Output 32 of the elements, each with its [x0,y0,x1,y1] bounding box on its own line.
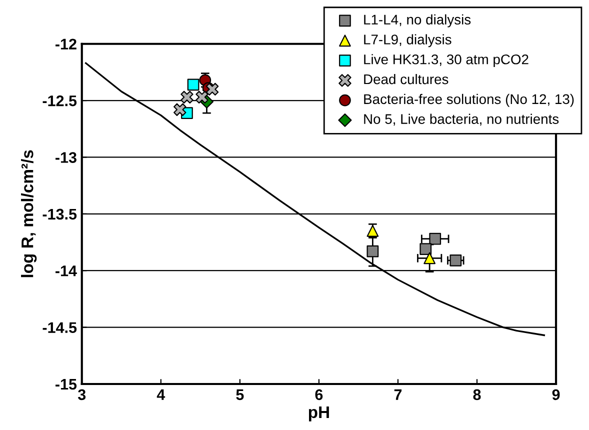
x-tick-label: 8 [473,389,481,400]
point [450,254,462,266]
legend-label: L1-L4, no dialysis [364,14,471,28]
point [424,252,436,264]
x-tick-label: 3 [78,389,86,400]
point [187,78,200,91]
point [366,245,379,258]
legend-label: Dead cultures [364,74,448,84]
y-tick-label: -14.5 [42,322,77,333]
point [420,243,432,256]
x-tick-label: 4 [156,389,166,400]
x-tick-label: 5 [236,389,244,400]
x-tick-label: 6 [315,389,323,400]
point [429,232,442,245]
y-tick-label: -15 [56,379,77,390]
legend-label: Live HK31.3, 30 atm pCO2 [364,54,528,68]
legend-label: L7-L9, dialysis [364,34,452,48]
legend-label: No 5, Live bacteria, no nutrients [364,114,559,126]
y-tick-label: -14 [56,266,77,276]
legend-label: Bacteria-free solutions (No 12, 13) [364,94,574,107]
y-tick-label: -12 [56,38,76,50]
point [206,82,219,96]
point [173,103,186,116]
y-tick-label: -13 [56,152,76,163]
y-tick-label: -13.5 [42,208,77,220]
x-axis-title: pH [308,406,329,422]
x-tick-label: 9 [552,389,560,400]
point [196,90,208,104]
y-axis-title: log R, mol/cm²/s [21,150,37,278]
x-tick-label: 7 [394,389,402,400]
y-tick-label: -12.5 [42,95,77,106]
point [180,90,194,104]
